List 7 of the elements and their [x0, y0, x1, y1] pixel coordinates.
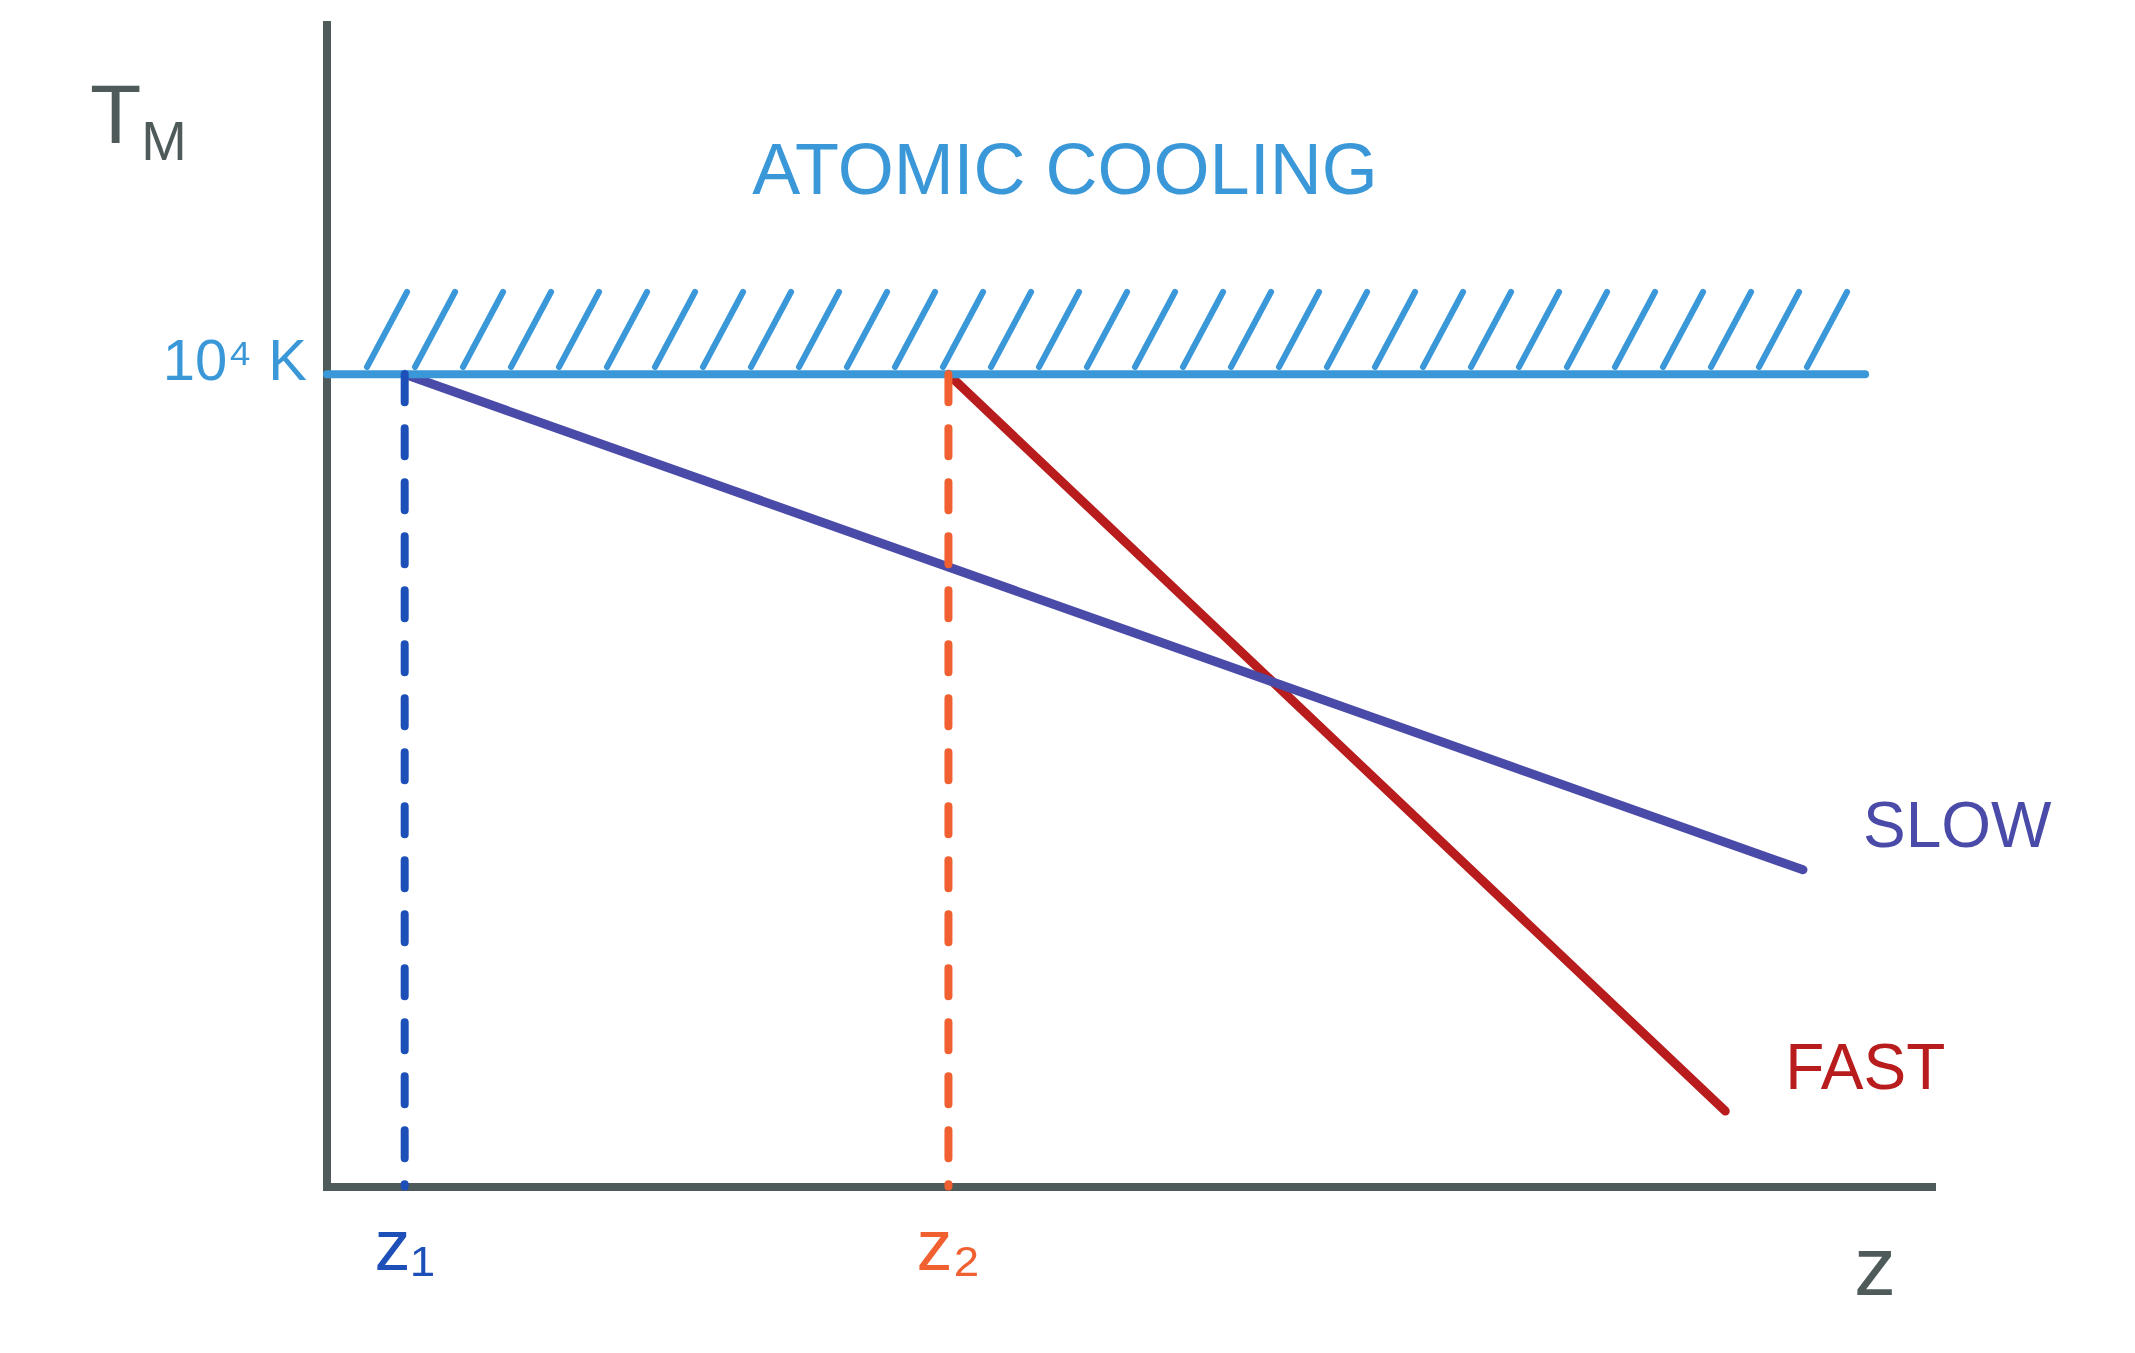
x-tick-label: z₂	[916, 1204, 981, 1285]
series-label: FAST	[1785, 1030, 1946, 1103]
ref-line-label: 10⁴ K	[162, 327, 308, 393]
text: ATOMIC COOLING	[752, 129, 1378, 210]
series-label: SLOW	[1862, 789, 2052, 862]
x-axis-title: z	[1854, 1218, 1896, 1313]
x-tick-label: z₁	[374, 1204, 435, 1285]
